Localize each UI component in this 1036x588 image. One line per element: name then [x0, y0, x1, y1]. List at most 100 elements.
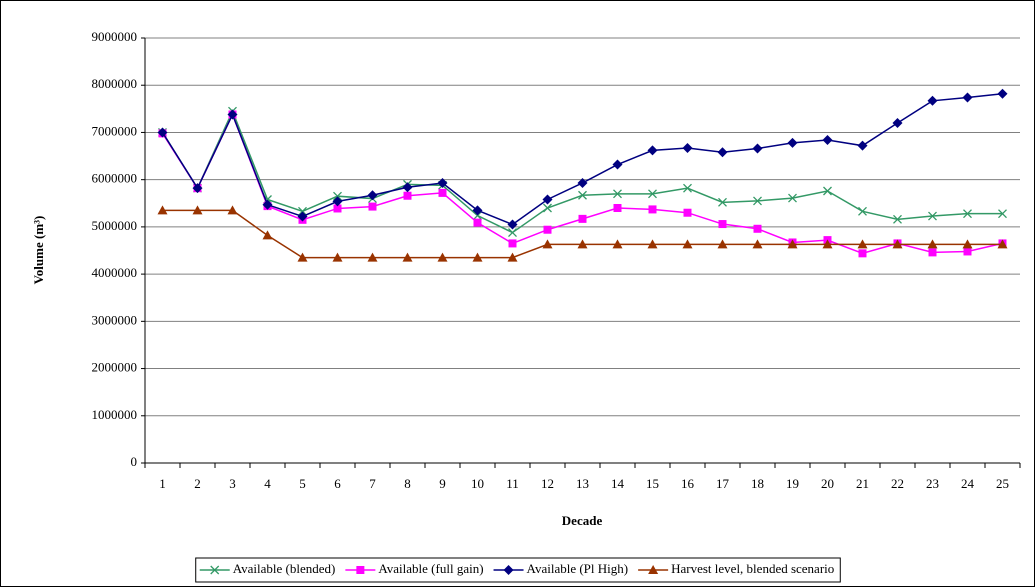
x-tick-label: 6	[334, 476, 341, 491]
data-point	[577, 239, 588, 249]
data-point	[613, 189, 622, 199]
data-point	[332, 196, 343, 207]
x-tick-label: 25	[996, 476, 1009, 491]
data-point	[157, 205, 168, 215]
x-tick-label: 2	[194, 476, 201, 491]
legend-label: Harvest level, blended scenario	[671, 561, 834, 576]
data-point	[577, 177, 588, 188]
x-tick-label: 16	[681, 476, 695, 491]
x-tick-label: 1	[159, 476, 166, 491]
data-point	[998, 209, 1007, 219]
x-tick-label: 12	[541, 476, 554, 491]
data-point	[262, 199, 273, 210]
data-point	[542, 239, 553, 249]
data-point	[858, 206, 867, 216]
data-point	[402, 182, 413, 193]
data-point	[473, 218, 482, 227]
data-point	[892, 239, 903, 249]
data-point	[718, 197, 727, 207]
data-point	[192, 183, 203, 194]
x-tick-label: 11	[506, 476, 519, 491]
data-point	[927, 95, 938, 106]
data-point	[613, 204, 622, 212]
data-point	[647, 239, 658, 249]
x-tick-label: 19	[786, 476, 799, 491]
legend: Available (blended) Available (full gain)…	[195, 557, 841, 583]
data-point	[262, 230, 273, 240]
data-point	[437, 252, 448, 262]
data-point	[543, 225, 552, 234]
data-point	[612, 159, 623, 170]
data-point	[578, 190, 587, 200]
data-point	[787, 137, 798, 148]
data-point	[683, 208, 692, 217]
data-point	[893, 214, 902, 224]
data-point	[508, 228, 517, 238]
x-tick-label: 20	[821, 476, 834, 491]
data-point	[473, 211, 482, 221]
legend-label: Available (blended)	[233, 561, 336, 576]
data-point	[822, 135, 833, 145]
x-tick-label: 3	[229, 476, 236, 491]
data-point	[928, 211, 937, 221]
data-point	[822, 239, 833, 249]
legend-label: Available (Pl High)	[527, 561, 629, 576]
data-point	[612, 239, 623, 249]
y-tick-label: 4000000	[92, 265, 138, 280]
data-point	[858, 249, 867, 258]
x-tick-label: 10	[471, 476, 484, 491]
x-tick-label: 13	[576, 476, 589, 491]
data-point	[927, 239, 938, 249]
y-tick-label: 5000000	[92, 218, 138, 233]
data-point	[543, 203, 552, 213]
legend-marker	[210, 565, 220, 575]
data-point	[402, 252, 413, 262]
data-point	[752, 239, 763, 249]
data-point	[718, 220, 727, 229]
data-point	[297, 211, 308, 222]
legend-marker	[648, 565, 659, 574]
data-point	[823, 186, 832, 196]
legend-marker	[356, 566, 365, 574]
x-tick-label: 7	[369, 476, 376, 491]
y-tick-label: 2000000	[92, 360, 138, 375]
data-point	[507, 219, 518, 230]
data-point	[227, 205, 238, 215]
data-point	[648, 205, 657, 214]
data-point	[717, 147, 728, 158]
data-point	[157, 127, 168, 138]
data-point	[682, 143, 693, 154]
data-point	[192, 205, 203, 215]
data-point	[578, 214, 587, 223]
y-axis-label: Volume (m³)	[31, 216, 46, 285]
y-tick-label: 0	[131, 454, 138, 469]
data-point	[752, 143, 763, 154]
data-point	[683, 183, 692, 193]
data-point	[928, 248, 937, 257]
x-tick-label: 4	[264, 476, 271, 491]
data-point	[332, 252, 343, 262]
x-tick-label: 8	[404, 476, 411, 491]
data-point	[298, 206, 307, 216]
x-tick-label: 5	[299, 476, 306, 491]
x-axis-label: Decade	[562, 513, 603, 528]
y-tick-label: 8000000	[92, 76, 138, 91]
data-point	[367, 252, 378, 262]
data-point	[962, 239, 973, 249]
y-tick-label: 7000000	[92, 123, 138, 138]
x-tick-label: 9	[439, 476, 446, 491]
data-point	[717, 239, 728, 249]
data-point	[542, 194, 553, 205]
data-point	[508, 239, 517, 248]
x-tick-label: 14	[611, 476, 625, 491]
legend-item: Available (full gain)	[345, 561, 484, 576]
y-tick-label: 1000000	[92, 407, 138, 422]
y-tick-label: 3000000	[92, 312, 138, 327]
x-tick-label: 15	[646, 476, 659, 491]
data-point	[892, 118, 903, 128]
data-point	[438, 188, 447, 197]
x-tick-label: 17	[716, 476, 730, 491]
x-tick-label: 24	[961, 476, 975, 491]
data-point	[647, 145, 658, 156]
